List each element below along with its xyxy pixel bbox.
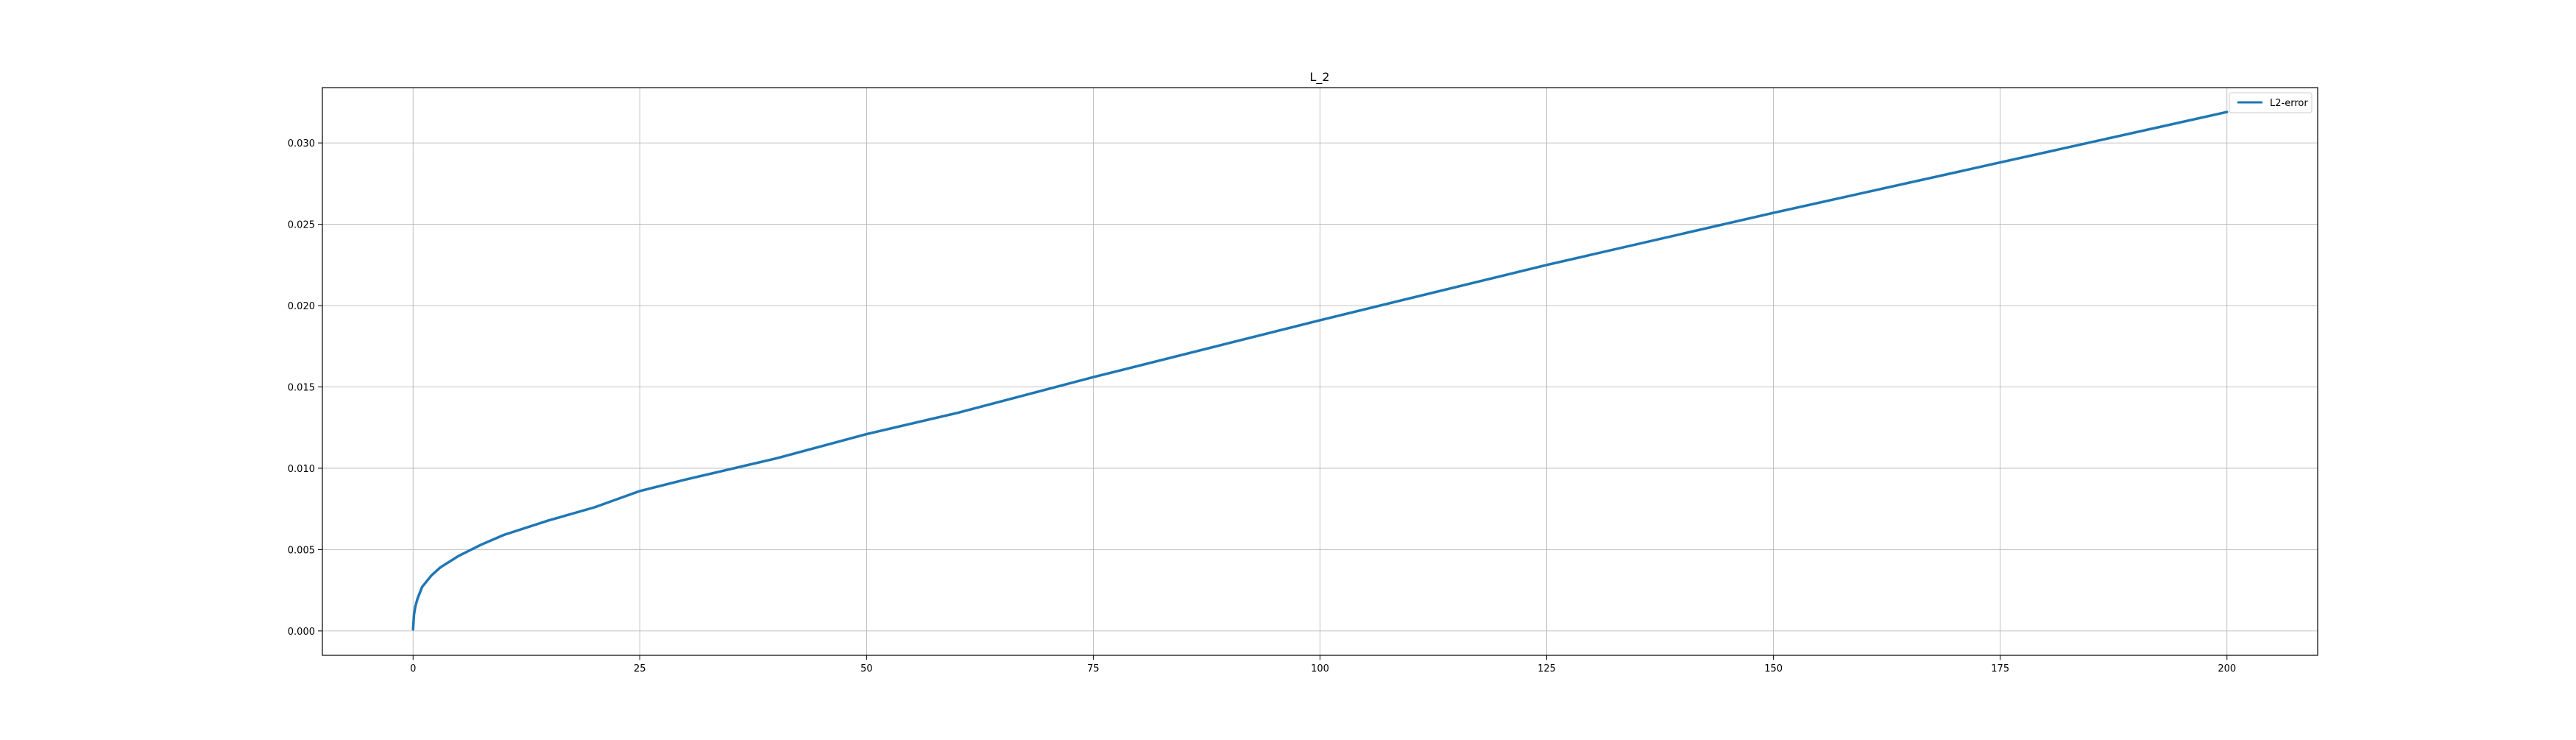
y-axis: 0.000 0.005 0.010 0.015 0.020 0.025 0.030 (288, 138, 322, 638)
y-tick-label: 0.020 (288, 301, 315, 312)
y-tick-label: 0.010 (288, 464, 315, 475)
legend-label-l2-error: L2-error (2270, 98, 2308, 109)
x-axis: 0 25 50 75 100 125 150 175 200 (410, 655, 2236, 674)
x-tick-label: 100 (1311, 663, 1329, 674)
grid (322, 88, 2318, 655)
legend-box (2229, 92, 2313, 113)
x-tick-label: 75 (1087, 663, 1100, 674)
x-tick-label: 50 (860, 663, 873, 674)
chart-title: L_2 (1309, 70, 1329, 85)
y-tick-label: 0.030 (288, 138, 315, 149)
x-tick-label: 200 (2218, 663, 2236, 674)
x-tick-label: 125 (1538, 663, 1556, 674)
y-tick-label: 0.015 (288, 382, 315, 393)
x-tick-label: 0 (410, 663, 416, 674)
x-tick-label: 150 (1764, 663, 1783, 674)
x-tick-label: 25 (634, 663, 646, 674)
x-tick-label: 175 (1991, 663, 2009, 674)
y-tick-label: 0.000 (288, 627, 315, 638)
y-tick-label: 0.005 (288, 545, 315, 556)
legend: L2-error (2229, 92, 2313, 113)
series-layer (411, 110, 2229, 631)
y-tick-label: 0.025 (288, 220, 315, 231)
series-line-l2-error (411, 110, 2229, 631)
